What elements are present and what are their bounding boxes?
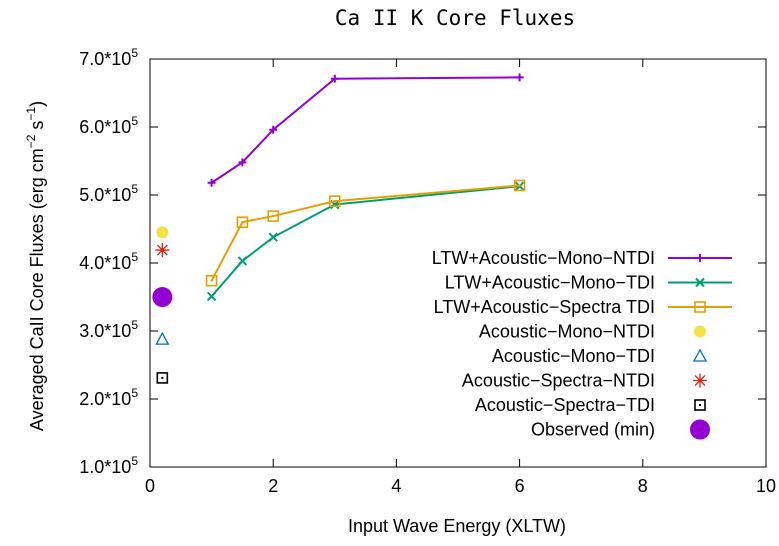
legend-marker (690, 419, 710, 440)
legend-marker (693, 373, 707, 388)
x-axis-ticks: 0 2 4 6 8 10 (145, 59, 776, 496)
x-tick-label: 4 (391, 476, 401, 496)
data-point (155, 331, 170, 345)
series-layer (152, 73, 526, 384)
y-tick-label: 7.0*105 (79, 46, 138, 69)
data-point (156, 226, 169, 239)
data-point (515, 73, 524, 82)
data-point (236, 216, 249, 228)
legend: LTW+Acoustic−Mono−NTDI LTW+Acoustic−Mono−… (432, 248, 732, 440)
data-point (207, 178, 216, 187)
legend-entry: Acoustic−Spectra−TDI (475, 395, 706, 415)
data-point (513, 179, 526, 192)
series-line (211, 76, 520, 184)
y-axis-ticks: 1.0*105 2.0*105 3.0*105 4.0*105 5.0*105 6.0*1… (79, 46, 766, 477)
data-point (268, 232, 278, 242)
legend-marker (695, 277, 705, 288)
legend-label: LTW+Acoustic−Spectra TDI (434, 297, 655, 317)
data-point (205, 274, 218, 287)
data-point (269, 125, 278, 134)
y-tick-label: 1.0*105 (79, 454, 138, 477)
series-7 (152, 287, 173, 307)
legend-entry: LTW+Acoustic−Mono−NTDI (432, 248, 732, 268)
legend-label: Observed (min) (531, 420, 655, 440)
y-axis-label-sup2: −1 (24, 107, 38, 121)
legend-marker (692, 348, 708, 362)
legend-marker (694, 325, 706, 338)
x-axis-label: Input Wave Energy (XLTW) (348, 516, 566, 536)
y-tick-label: 5.0*105 (79, 182, 138, 205)
x-tick-label: 8 (638, 476, 648, 496)
legend-entry: Observed (min) (531, 419, 710, 440)
y-axis-label-main: Averaged CaII Core Fluxes (erg cm (27, 148, 47, 431)
data-point (156, 372, 169, 384)
x-tick-label: 10 (756, 476, 776, 496)
data-point (237, 256, 248, 266)
legend-entry: Acoustic−Spectra−NTDI (462, 371, 707, 391)
legend-marker (694, 399, 706, 411)
data-point (155, 243, 170, 258)
legend-marker (696, 254, 704, 262)
y-tick-label: 6.0*105 (79, 114, 138, 137)
legend-entry: LTW+Acoustic−Spectra TDI (434, 297, 732, 317)
y-tick-label: 4.0*105 (79, 250, 138, 273)
legend-label: LTW+Acoustic−Mono−TDI (445, 273, 655, 293)
y-tick-label: 2.0*105 (79, 386, 138, 409)
y-axis-label: Averaged CaII Core Fluxes (erg cm−2 s−1) (24, 101, 47, 431)
y-axis-label-end: ) (27, 101, 47, 107)
data-point (330, 74, 339, 83)
data-point (152, 287, 173, 307)
legend-entry: Acoustic−Mono−TDI (492, 346, 708, 366)
y-axis-label-mid: s (27, 121, 47, 135)
x-tick-label: 0 (145, 476, 155, 496)
x-tick-label: 2 (268, 476, 278, 496)
y-axis-label-sup1: −2 (24, 134, 38, 148)
data-point (328, 195, 341, 207)
series-3 (156, 226, 169, 239)
legend-entry: LTW+Acoustic−Mono−TDI (445, 273, 732, 293)
legend-label: Acoustic−Spectra−TDI (475, 395, 655, 415)
y-tick-label: 3.0*105 (79, 318, 138, 341)
series-2 (205, 179, 526, 287)
series-4 (155, 331, 170, 345)
legend-label: LTW+Acoustic−Mono−NTDI (432, 248, 655, 268)
data-point (267, 210, 280, 222)
x-tick-label: 6 (515, 476, 525, 496)
legend-label: Acoustic−Mono−TDI (492, 346, 655, 366)
series-0 (207, 73, 524, 187)
series-5 (155, 243, 170, 258)
chart-title: Ca II K Core Fluxes (335, 6, 575, 30)
legend-entry: Acoustic−Mono−NTDI (479, 322, 706, 342)
legend-label: Acoustic−Mono−NTDI (479, 322, 655, 342)
legend-label: Acoustic−Spectra−NTDI (462, 371, 655, 391)
series-6 (156, 372, 169, 384)
data-point (238, 158, 247, 167)
legend-marker (694, 301, 706, 313)
data-point (206, 291, 217, 302)
